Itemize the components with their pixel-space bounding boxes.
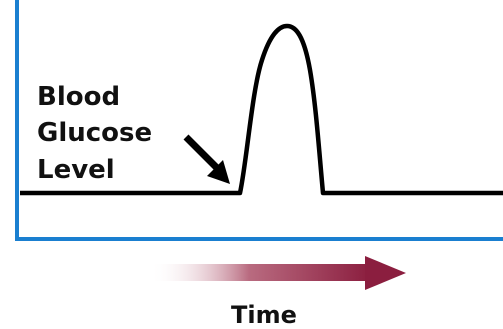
x-axis-label: Time xyxy=(231,301,297,329)
black-arrow-icon xyxy=(183,134,230,184)
y-axis-label: Blood Glucose Level xyxy=(37,82,152,185)
gradient-arrow-icon xyxy=(150,256,406,290)
y-label-line-1: Blood xyxy=(37,82,120,112)
axes xyxy=(15,0,503,241)
y-label-line-3: Level xyxy=(37,155,115,185)
y-label-line-2: Glucose xyxy=(37,118,152,148)
glucose-curve xyxy=(20,23,503,196)
